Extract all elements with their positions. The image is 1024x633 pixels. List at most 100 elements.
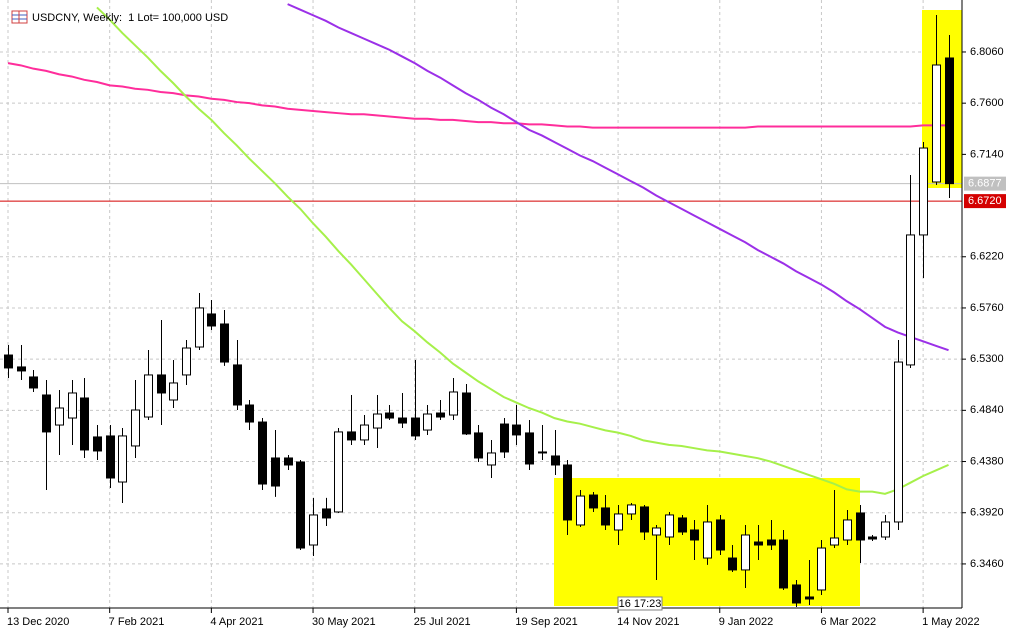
candle-body xyxy=(423,413,432,431)
candle-body xyxy=(68,392,77,419)
x-tick-label: 19 Sep 2021 xyxy=(515,616,577,628)
candle-body xyxy=(93,436,102,452)
y-tick-label: 6.7600 xyxy=(970,97,1004,109)
x-tick-label: 25 Jul 2021 xyxy=(414,616,471,628)
candle-body xyxy=(767,539,776,546)
candle-body xyxy=(614,513,623,531)
candle-body xyxy=(4,354,13,369)
moving-averages xyxy=(7,3,949,495)
candle-body xyxy=(220,323,229,363)
candle-body xyxy=(754,541,763,546)
candle-body xyxy=(500,423,509,453)
candle-body xyxy=(563,464,572,521)
candle-body xyxy=(551,455,560,466)
highlight-box xyxy=(922,10,962,188)
candle-body xyxy=(169,382,178,401)
candle-body xyxy=(843,519,852,541)
candle-body xyxy=(207,313,216,327)
y-tick-label: 6.6220 xyxy=(970,251,1004,263)
chart-title: USDCNY, Weekly: 1 Lot= 100,000 USD xyxy=(32,12,228,24)
candle-body xyxy=(945,57,954,185)
candle-body xyxy=(703,521,712,559)
x-tick-label: 7 Feb 2021 xyxy=(109,616,165,628)
candle-body xyxy=(131,409,140,447)
y-tick-label: 6.3920 xyxy=(970,507,1004,519)
candle-body xyxy=(347,431,356,441)
candle-body xyxy=(601,507,610,526)
y-tick-label: 6.4380 xyxy=(970,455,1004,467)
candle-body xyxy=(690,529,699,541)
candle-body xyxy=(271,457,280,487)
candle-body xyxy=(322,508,331,519)
candle-body xyxy=(817,547,826,591)
axes: 6.8060 6.7600 6.7140 6.6220 6.5760 6.5300 6.48… xyxy=(7,46,1006,628)
candle-body xyxy=(525,432,534,465)
candle-body xyxy=(576,495,585,526)
price-level-label: 6.6720 xyxy=(968,195,1002,207)
levels xyxy=(0,183,962,202)
candle-body xyxy=(894,361,903,523)
candle-body xyxy=(233,364,242,406)
candle-body xyxy=(385,412,394,419)
candle-body xyxy=(512,424,521,436)
candle-body xyxy=(792,584,801,604)
candle-body xyxy=(640,506,649,533)
candle-body xyxy=(17,366,26,372)
x-tick-label: 9 Jan 2022 xyxy=(719,616,773,628)
candle-body xyxy=(157,374,166,394)
x-tick-label: 30 May 2021 xyxy=(312,616,376,628)
candle-body xyxy=(856,512,865,541)
y-tick-label: 6.8060 xyxy=(970,46,1004,58)
candle-body xyxy=(334,431,343,513)
moving-average xyxy=(96,6,949,495)
moving-average xyxy=(287,3,949,352)
y-tick-label: 6.5760 xyxy=(970,302,1004,314)
y-tick-label: 6.3460 xyxy=(970,558,1004,570)
candle-body xyxy=(627,504,636,515)
candle-body xyxy=(118,435,127,483)
candle-body xyxy=(538,451,547,454)
price-level-label: 6.6877 xyxy=(968,178,1002,190)
candle-body xyxy=(449,391,458,416)
candle-body xyxy=(678,517,687,533)
candle-body xyxy=(411,417,420,437)
candle-body xyxy=(932,64,941,183)
x-tick-label: 4 Apr 2021 xyxy=(210,616,263,628)
candle-body xyxy=(728,557,737,571)
timer-box xyxy=(617,596,663,611)
candle-body xyxy=(106,435,115,479)
candle-body xyxy=(906,234,915,366)
moving-average xyxy=(7,62,949,129)
x-tick-label: 14 Nov 2021 xyxy=(617,616,679,628)
candle-body xyxy=(881,521,890,538)
candle-body xyxy=(296,461,305,549)
candle-body xyxy=(195,307,204,348)
candle-body xyxy=(258,421,267,485)
candle-body xyxy=(144,374,153,418)
x-tick-label: 13 Dec 2020 xyxy=(7,616,69,628)
candle-body xyxy=(42,394,51,433)
candle-body xyxy=(29,376,38,389)
candle-body xyxy=(868,536,877,540)
candles xyxy=(4,15,954,607)
candle-body xyxy=(665,514,674,538)
candle-body xyxy=(284,457,293,466)
candle-body xyxy=(830,537,839,546)
x-tick-label: 6 Mar 2022 xyxy=(820,616,876,628)
candle-body xyxy=(360,424,369,441)
candle-body xyxy=(716,519,725,551)
price-level-tag xyxy=(964,194,1006,209)
price-level-tag xyxy=(964,176,1006,191)
candle-body xyxy=(398,417,407,424)
x-tick-label: 1 May 2022 xyxy=(922,616,979,628)
timer: 16 17:23 xyxy=(619,598,662,610)
y-tick-label: 6.7140 xyxy=(970,148,1004,160)
candle-body xyxy=(487,452,496,466)
candle-body xyxy=(805,596,814,600)
candle-body xyxy=(462,392,471,435)
y-tick-label: 6.4840 xyxy=(970,404,1004,416)
candle-body xyxy=(741,534,750,571)
candle-body xyxy=(55,407,64,426)
candle-body xyxy=(474,432,483,459)
